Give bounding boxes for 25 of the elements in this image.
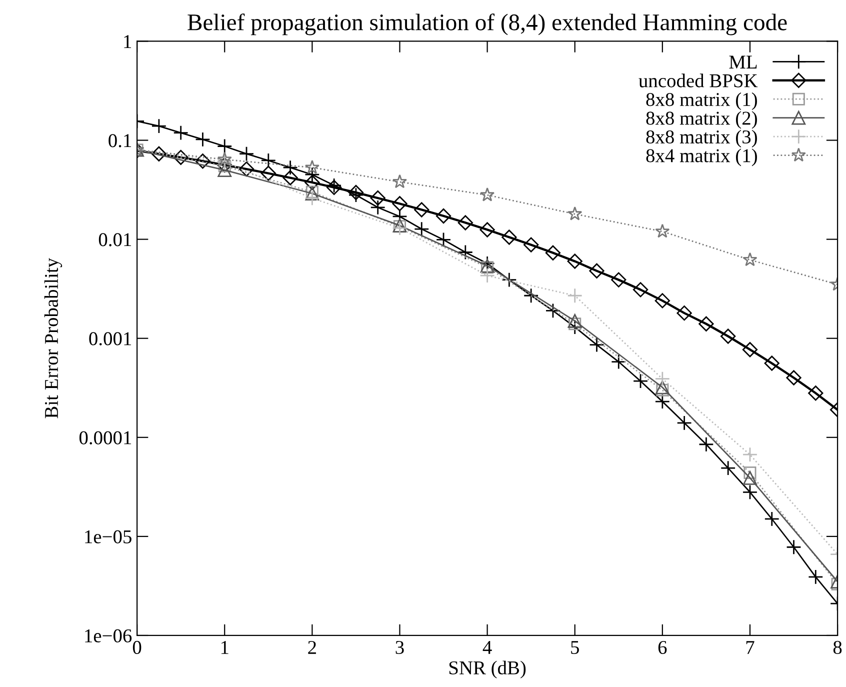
legend-label: 8x4 matrix (1) bbox=[646, 148, 757, 166]
legend-label: ML bbox=[729, 56, 757, 68]
legend-label: uncoded BPSK bbox=[638, 74, 758, 88]
y-tick-label: 0.1 bbox=[108, 134, 132, 148]
x-axis-title: SNR (dB) bbox=[449, 660, 526, 678]
legend-label: 8x8 matrix (1) bbox=[646, 92, 757, 110]
x-tick-label: 1 bbox=[221, 640, 228, 654]
x-tick-label: 2 bbox=[308, 640, 316, 654]
x-tick-label: 4 bbox=[482, 641, 492, 654]
x-tick-label: 0 bbox=[132, 640, 142, 654]
x-tick-label: 3 bbox=[396, 640, 404, 654]
y-tick-label: 1e−05 bbox=[85, 530, 132, 544]
x-tick-label: 7 bbox=[746, 641, 754, 654]
y-tick-label: 0.01 bbox=[98, 233, 132, 246]
legend-label: 8x8 matrix (3) bbox=[646, 130, 757, 148]
y-tick-label: 1e−06 bbox=[85, 629, 132, 642]
y-axis-title: Bit Error Probability bbox=[44, 258, 62, 418]
x-tick-label: 8 bbox=[833, 640, 842, 654]
chart-title: Belief propagation simulation of (8,4) extended Hamming code bbox=[188, 13, 787, 36]
x-tick-label: 5 bbox=[571, 641, 579, 654]
legend-label: 8x8 matrix (2) bbox=[646, 111, 757, 129]
y-tick-label: 0.001 bbox=[89, 332, 132, 346]
y-tick-label: 1 bbox=[124, 35, 132, 48]
x-tick-label: 6 bbox=[658, 640, 667, 654]
y-tick-label: 0.0001 bbox=[79, 431, 132, 444]
